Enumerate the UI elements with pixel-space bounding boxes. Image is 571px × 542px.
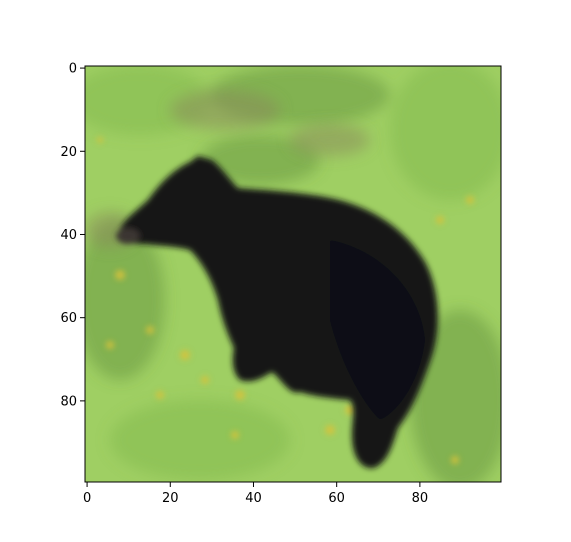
bear-image [85, 66, 501, 482]
x-tick-label: 80 [412, 491, 429, 506]
y-tick-label: 20 [60, 145, 77, 160]
bear-shadow [330, 240, 425, 420]
bear [116, 156, 438, 469]
x-tick-label: 20 [162, 491, 179, 506]
plot-frame [84, 65, 502, 483]
bear-body [118, 156, 438, 469]
y-tick-label: 40 [60, 228, 77, 243]
dirt-patches [85, 90, 370, 248]
flower-spots [97, 137, 474, 464]
x-axis: 0 20 40 60 80 [83, 482, 428, 506]
y-tick-label: 80 [60, 394, 77, 409]
y-tick-label: 0 [69, 62, 77, 77]
x-tick-label: 0 [83, 491, 91, 506]
y-tick-label: 60 [60, 311, 77, 326]
y-axis: 0 20 40 60 80 [60, 62, 85, 409]
x-tick-label: 60 [328, 491, 345, 506]
bear-muzzle [116, 228, 140, 244]
grass-texture [85, 66, 501, 482]
x-tick-label: 40 [245, 491, 262, 506]
